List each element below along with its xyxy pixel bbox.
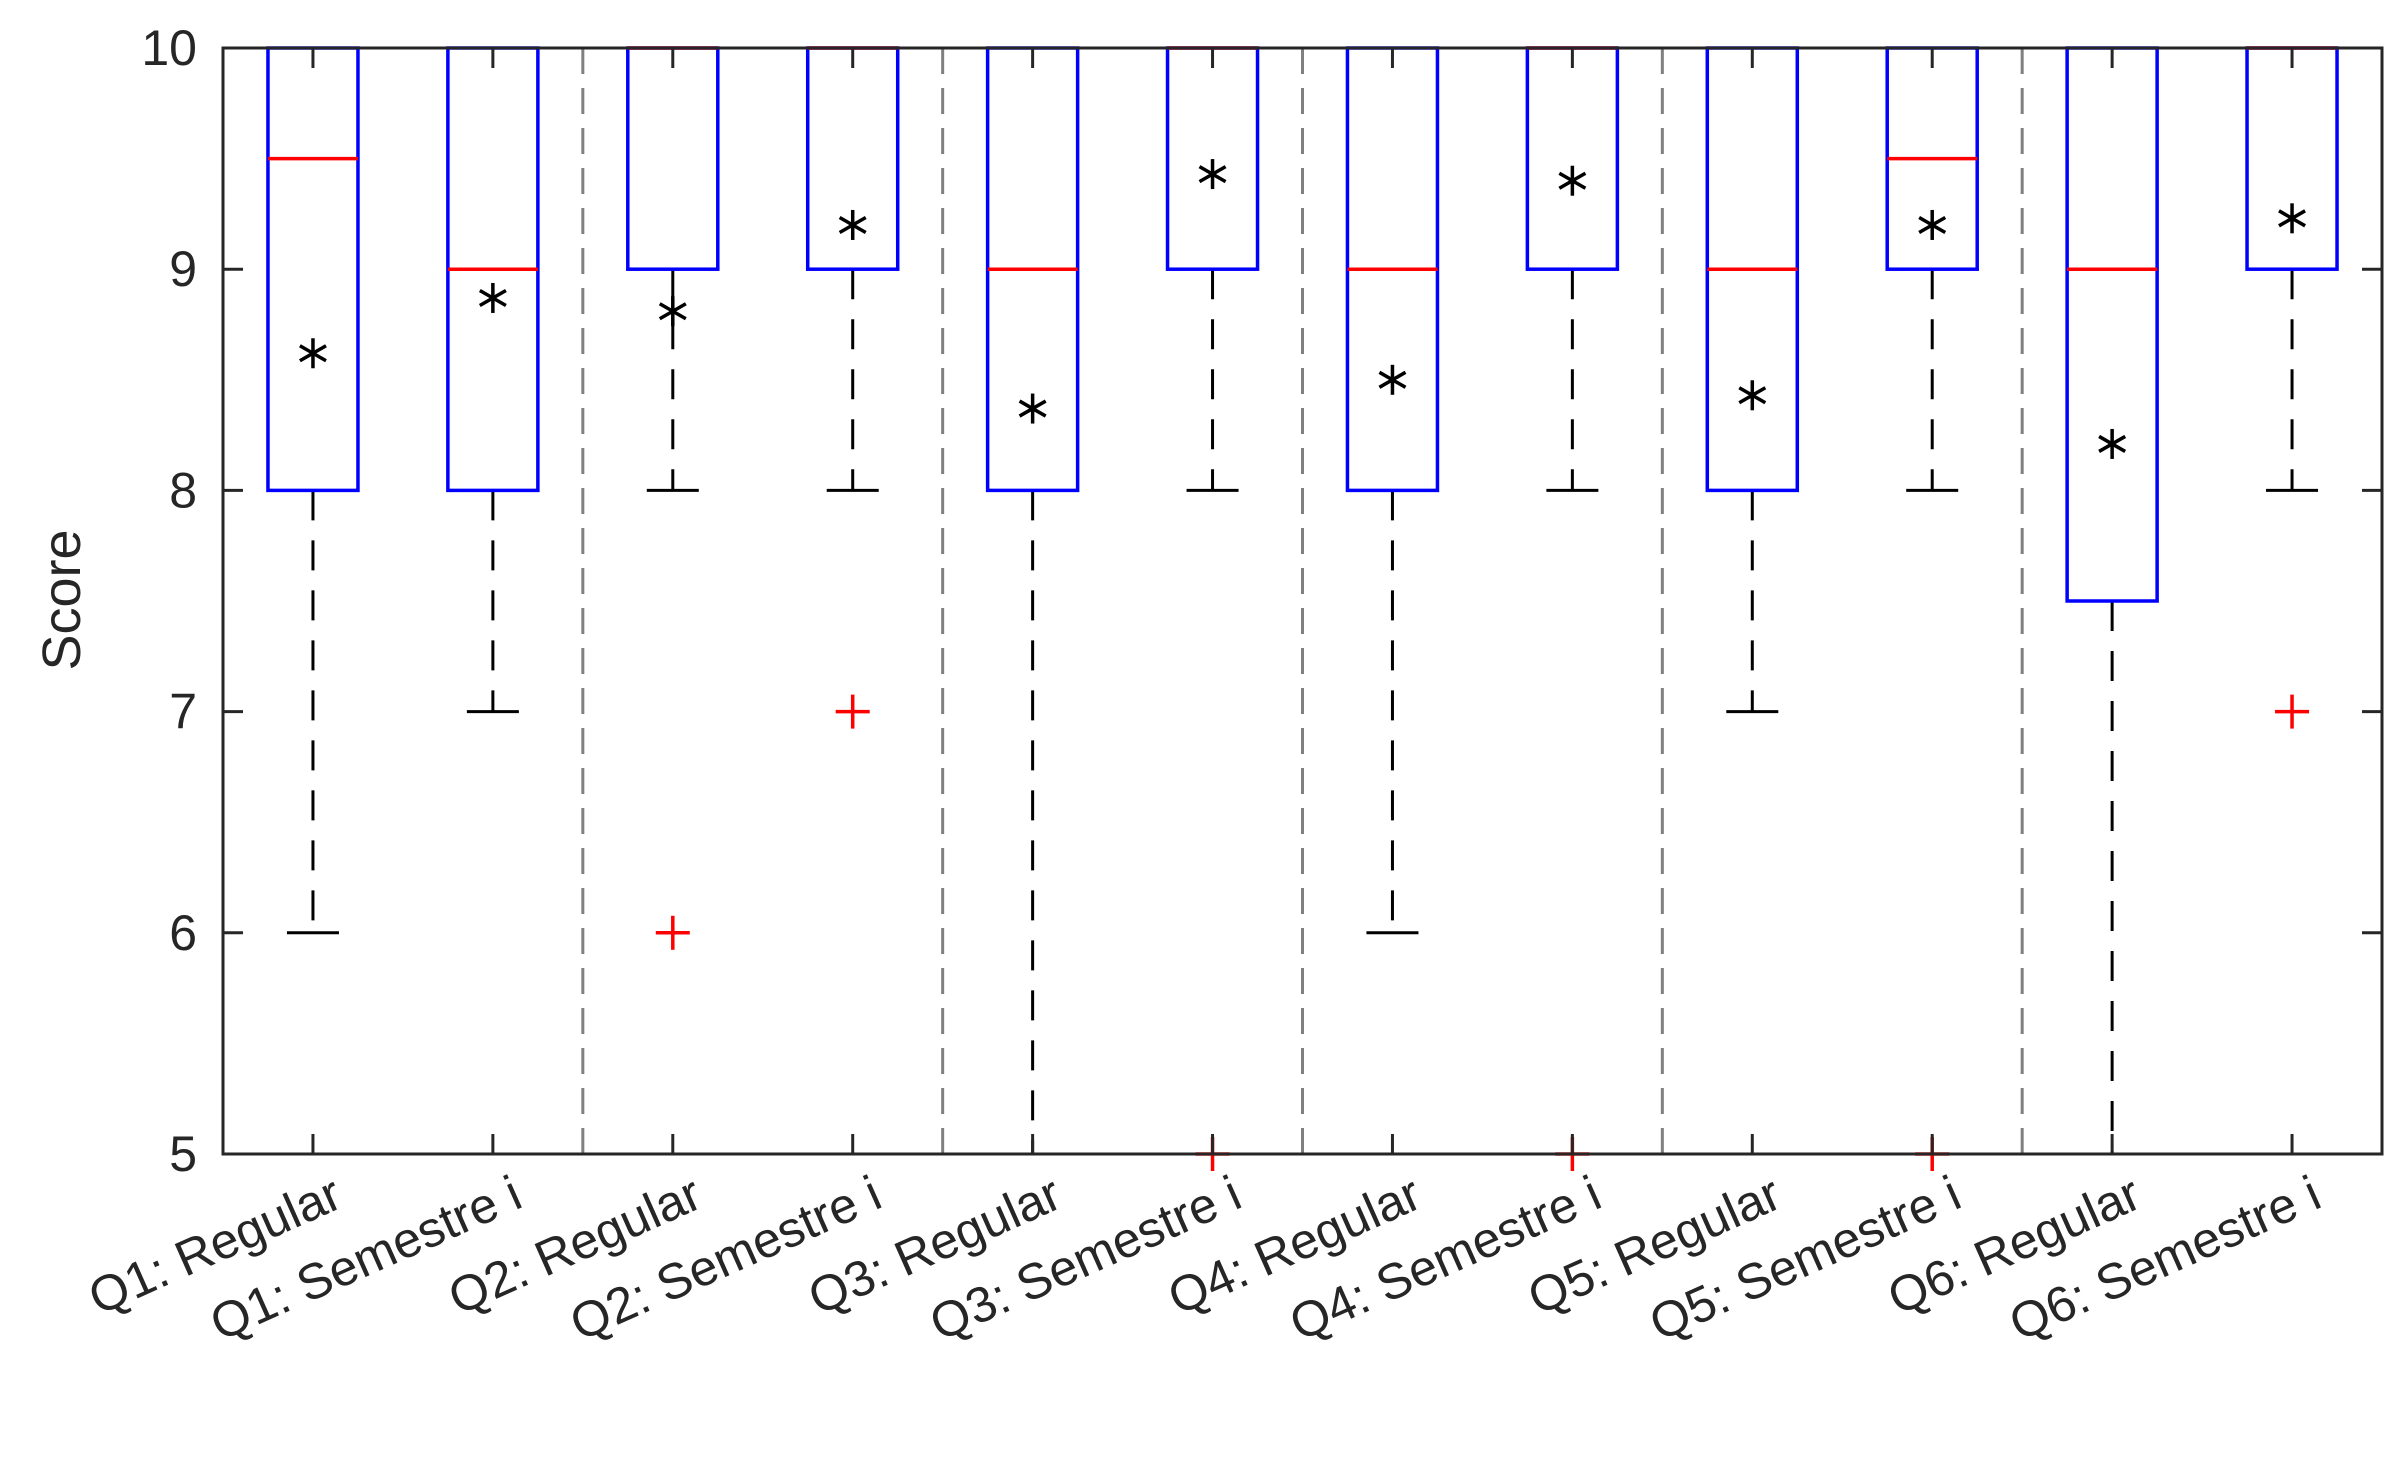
outlier-marker [2275, 694, 2310, 729]
outlier-marker [835, 694, 870, 729]
y-tick-label: 10 [141, 20, 197, 76]
y-tick-label: 8 [169, 462, 197, 518]
mean-marker [2098, 428, 2127, 459]
mean-marker [1918, 209, 1947, 240]
box-iqr [1525, 46, 1620, 271]
mean-marker [1738, 380, 1767, 411]
y-tick-label: 9 [169, 241, 197, 297]
box-iqr [626, 46, 720, 271]
mean-marker [658, 296, 687, 327]
mean-marker [838, 209, 867, 240]
mean-marker [299, 338, 327, 369]
y-tick-label: 6 [169, 905, 197, 961]
y-tick-label: 5 [169, 1126, 197, 1182]
box-iqr [2245, 46, 2339, 271]
box-iqr [266, 46, 360, 493]
mean-marker [2278, 203, 2306, 234]
mean-marker [1558, 165, 1587, 196]
mean-marker [1378, 364, 1407, 395]
box-iqr [1165, 46, 1260, 271]
mean-marker [1018, 393, 1047, 424]
mean-marker [478, 282, 507, 313]
y-tick-label: 7 [169, 684, 197, 740]
box-iqr [2065, 46, 2159, 603]
mean-marker [1198, 159, 1227, 190]
plot-frame [221, 46, 2384, 1156]
outlier-marker [655, 915, 690, 950]
y-axis-title: Score [32, 529, 92, 670]
